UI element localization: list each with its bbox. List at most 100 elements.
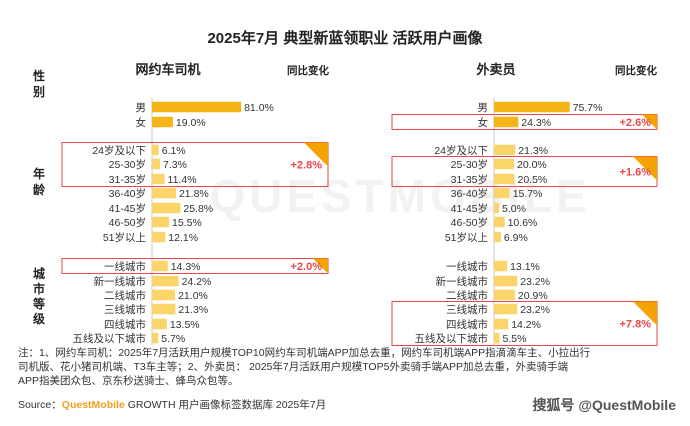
- value-label: 12.1%: [168, 232, 198, 244]
- value-label: 10.6%: [508, 217, 538, 229]
- group-label-1: 年: [33, 166, 45, 181]
- category-label: 三线城市: [446, 303, 488, 316]
- corner-triangle: [633, 156, 657, 181]
- category-label: 男: [478, 102, 489, 114]
- category-label: 25-30岁: [451, 158, 488, 171]
- bar: [494, 231, 501, 243]
- value-label: 20.9%: [518, 290, 548, 302]
- source-rest: GROWTH 用户画像标签数据库 2025年7月: [124, 399, 327, 411]
- bar: [152, 289, 176, 301]
- value-label: 7.3%: [163, 159, 187, 171]
- group-label-0: 性: [32, 68, 45, 83]
- category-label: 51岁以上: [445, 231, 488, 244]
- bar: [152, 187, 176, 199]
- category-label: 新一线城市: [94, 275, 147, 288]
- value-label: 75.7%: [573, 102, 603, 114]
- value-label: 5.5%: [503, 333, 527, 345]
- value-label: 21.0%: [178, 290, 208, 302]
- category-label: 24岁及以下: [92, 144, 146, 157]
- change-value: +2.8%: [291, 160, 323, 172]
- value-label: 21.3%: [178, 304, 208, 316]
- source-brand: QuestMobile: [61, 399, 125, 411]
- category-label: 25-30岁: [109, 158, 146, 171]
- corner-triangle: [633, 301, 657, 326]
- panel-title: 外卖员: [475, 62, 515, 77]
- change-value: +2.6%: [620, 117, 652, 129]
- bar: [494, 318, 509, 330]
- source-prefix: Source：: [18, 399, 62, 411]
- bar: [152, 216, 170, 228]
- category-label: 24岁及以下: [434, 144, 488, 157]
- group-label-2: 市: [33, 281, 45, 296]
- category-label: 41-45岁: [109, 202, 146, 215]
- bar: [152, 332, 159, 344]
- value-label: 6.9%: [504, 232, 528, 244]
- bar: [494, 260, 508, 272]
- category-label: 女: [478, 116, 489, 129]
- change-value: +7.8%: [620, 319, 652, 331]
- corner-triangle: [313, 258, 328, 274]
- value-label: 21.8%: [179, 188, 209, 200]
- bar: [152, 158, 161, 170]
- bar: [152, 231, 166, 243]
- value-label: 23.2%: [520, 304, 550, 316]
- footnote: 注：1、网约车司机：2025年7月活跃用户规模TOP10网约车司机端APP加总去…: [18, 346, 590, 388]
- bar: [494, 289, 515, 301]
- value-label: 24.2%: [182, 276, 212, 288]
- value-label: 15.5%: [172, 217, 202, 229]
- category-label: 46-50岁: [451, 216, 488, 229]
- value-label: 14.2%: [511, 319, 541, 331]
- bar: [494, 144, 516, 156]
- category-label: 女: [136, 116, 147, 129]
- chart-title: 2025年7月 典型新蓝领职业 活跃用户画像: [207, 29, 483, 47]
- bar: [494, 101, 570, 113]
- change-value: +2.0%: [291, 261, 323, 273]
- group-label-0: 别: [32, 85, 45, 99]
- category-label: 一线城市: [104, 260, 146, 273]
- change-value: +1.6%: [620, 167, 652, 179]
- bar: [494, 332, 500, 344]
- panel-title: 网约车司机: [135, 62, 200, 77]
- category-label: 三线城市: [104, 303, 146, 316]
- category-label: 新一线城市: [436, 275, 489, 288]
- category-label: 二线城市: [104, 289, 146, 302]
- watermark-text: QUESTMOBILE: [209, 170, 590, 222]
- change-header: 同比变化: [615, 64, 657, 77]
- bar: [494, 116, 519, 128]
- value-label: 11.4%: [168, 174, 197, 186]
- footnote-line-2: 司机版、花小猪司机端、T3车主等；2、外卖员： 2025年7月活跃用户规模TOP…: [18, 361, 568, 373]
- value-label: 5.7%: [161, 333, 185, 345]
- bar: [152, 116, 173, 128]
- footnote-line-3: APP指美团众包、京东秒送骑士、蜂鸟众包等。: [18, 375, 239, 387]
- bar: [494, 173, 515, 185]
- bar: [152, 173, 165, 185]
- value-label: 20.0%: [517, 159, 547, 171]
- category-label: 五线及以下城市: [415, 332, 489, 345]
- group-label-2: 级: [33, 311, 45, 326]
- footnote-line-1: 注：1、网约车司机：2025年7月活跃用户规模TOP10网约车司机端APP加总去…: [18, 347, 591, 359]
- category-label: 51岁以上: [103, 231, 146, 244]
- category-label: 一线城市: [446, 260, 488, 273]
- category-label: 41-45岁: [451, 202, 488, 215]
- value-label: 25.8%: [183, 203, 213, 215]
- value-label: 21.3%: [518, 145, 548, 157]
- group-label-2: 等: [32, 296, 45, 311]
- value-label: 13.5%: [170, 319, 200, 331]
- category-label: 36-40岁: [451, 187, 488, 200]
- category-label: 31-35岁: [451, 173, 488, 186]
- bar: [494, 216, 505, 228]
- bar: [494, 275, 518, 287]
- bar: [494, 158, 514, 170]
- bar: [152, 275, 179, 287]
- bar: [494, 303, 518, 315]
- bar: [494, 187, 510, 199]
- bar: [494, 202, 499, 214]
- category-label: 31-35岁: [109, 173, 146, 186]
- value-label: 5.0%: [502, 203, 526, 215]
- value-label: 20.5%: [518, 174, 548, 186]
- group-label-1: 龄: [33, 182, 46, 197]
- value-label: 6.1%: [162, 145, 186, 157]
- value-label: 81.0%: [244, 102, 274, 114]
